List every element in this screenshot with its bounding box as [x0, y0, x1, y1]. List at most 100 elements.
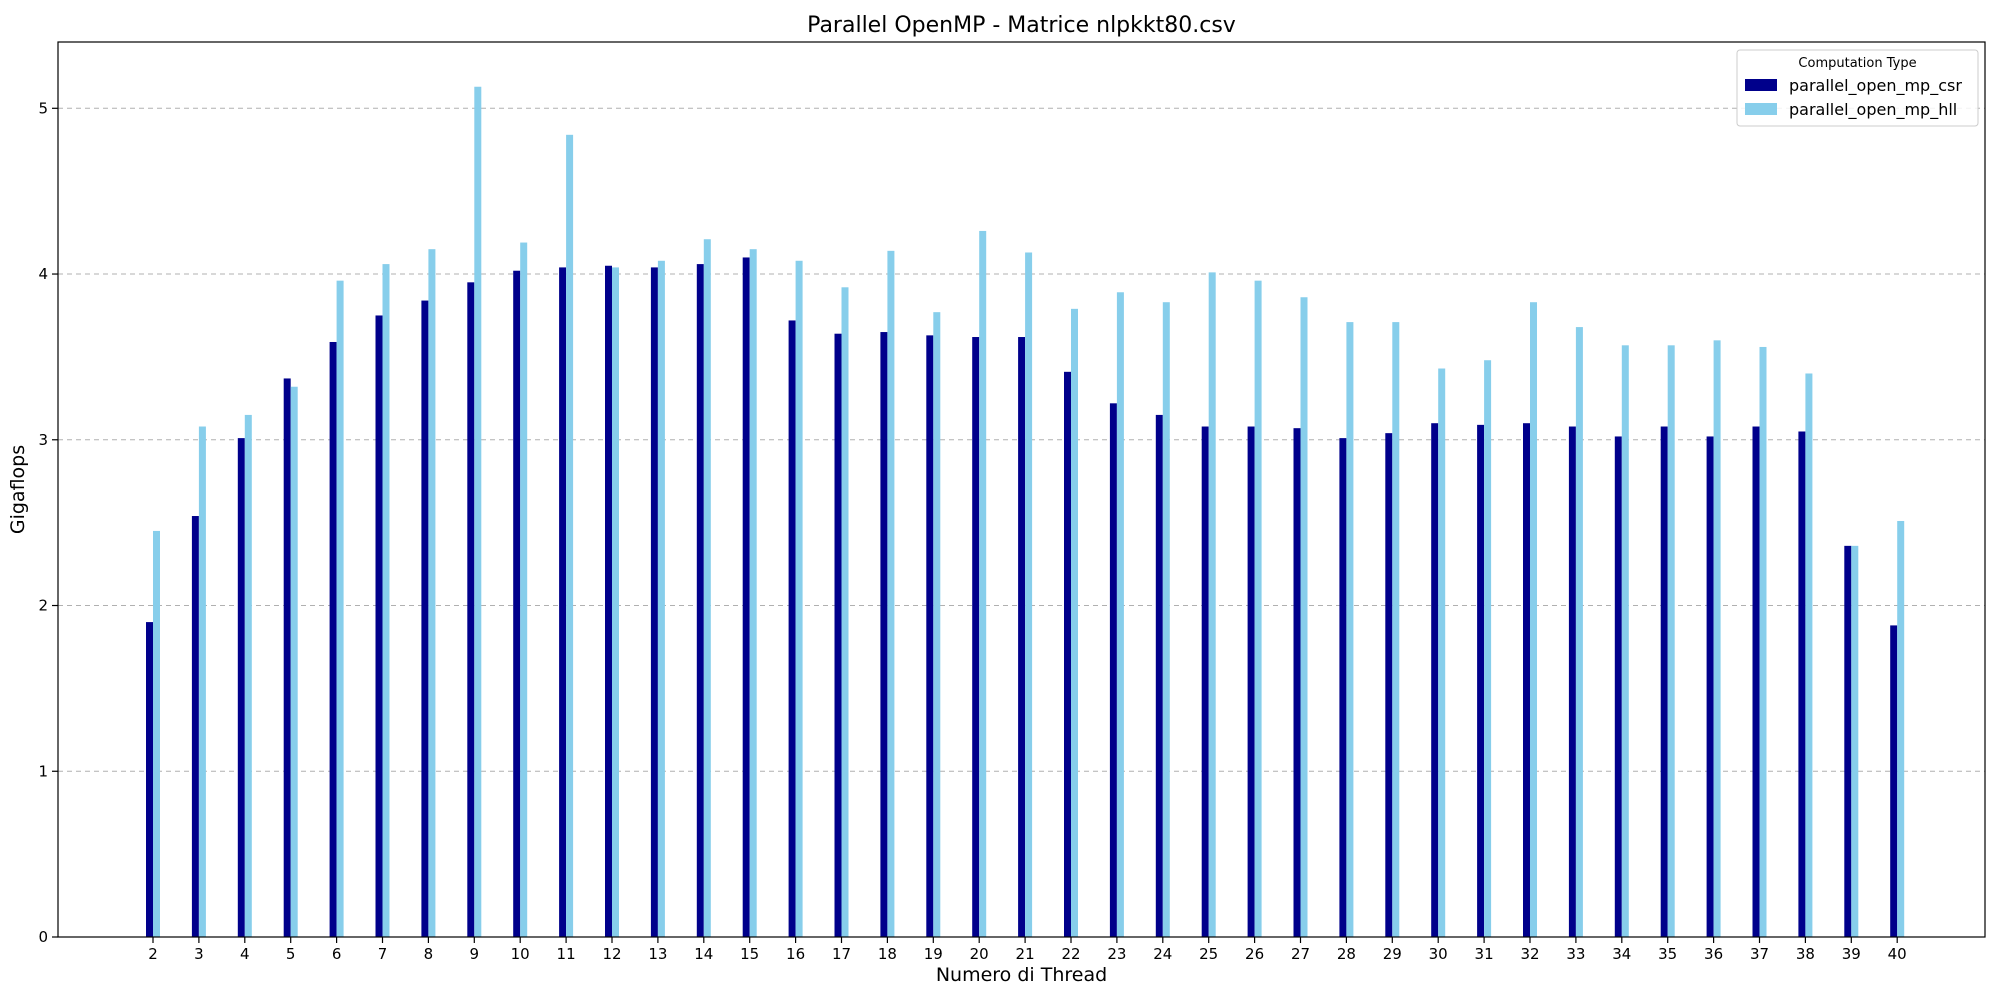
- bar-parallel-open-mp-csr-34: [1614, 436, 1622, 937]
- bar-parallel-open-mp-csr-37: [1752, 426, 1760, 937]
- bar-parallel-open-mp-hll-4: [244, 414, 252, 938]
- bar-parallel-open-mp-csr-38: [1798, 431, 1806, 937]
- x-tick-label: 16: [786, 945, 805, 963]
- bar-parallel-open-mp-hll-23: [1116, 292, 1124, 937]
- x-tick-label: 22: [1061, 945, 1080, 963]
- bar-parallel-open-mp-csr-27: [1293, 428, 1301, 937]
- y-tick-label: 5: [38, 99, 48, 117]
- x-tick-label: 26: [1245, 945, 1264, 963]
- bar-parallel-open-mp-hll-12: [612, 267, 619, 937]
- bar-parallel-open-mp-hll-21: [1025, 252, 1033, 938]
- x-tick-label: 14: [694, 945, 713, 963]
- x-tick-label: 35: [1658, 945, 1677, 963]
- bar-parallel-open-mp-hll-25: [1208, 272, 1216, 937]
- x-tick-label: 9: [470, 945, 480, 963]
- bar-parallel-open-mp-hll-3: [198, 426, 206, 937]
- x-tick-label: 10: [511, 945, 530, 963]
- bar-parallel-open-mp-hll-20: [979, 230, 987, 937]
- x-tick-label: 28: [1337, 945, 1356, 963]
- x-tick-label: 7: [378, 945, 388, 963]
- bar-parallel-open-mp-csr-6: [329, 341, 337, 938]
- x-tick-label: 24: [1153, 945, 1172, 963]
- bar-parallel-open-mp-hll-28: [1346, 322, 1354, 938]
- bar-parallel-open-mp-hll-6: [336, 280, 344, 938]
- bar-parallel-open-mp-csr-16: [788, 320, 796, 937]
- bar-parallel-open-mp-hll-29: [1392, 322, 1400, 938]
- bar-parallel-open-mp-csr-22: [1064, 371, 1071, 937]
- x-tick-label: 21: [1016, 945, 1035, 963]
- x-tick-label: 37: [1750, 945, 1769, 963]
- bar-parallel-open-mp-csr-36: [1706, 436, 1714, 937]
- bar-parallel-open-mp-csr-19: [926, 335, 934, 938]
- x-tick-label: 32: [1520, 945, 1539, 963]
- bar-parallel-open-mp-hll-38: [1805, 373, 1813, 938]
- legend-label: parallel_open_mp_hll: [1789, 100, 1957, 120]
- x-tick-label: 33: [1566, 945, 1585, 963]
- x-tick-label: 34: [1612, 945, 1631, 963]
- bar-parallel-open-mp-csr-21: [1018, 337, 1026, 937]
- x-tick-label: 29: [1383, 945, 1402, 963]
- bar-parallel-open-mp-csr-3: [191, 516, 199, 937]
- bars: [146, 86, 1905, 938]
- bar-parallel-open-mp-csr-25: [1201, 426, 1209, 937]
- x-tick-label: 40: [1888, 945, 1907, 963]
- bar-parallel-open-mp-csr-39: [1844, 545, 1852, 937]
- bar-parallel-open-mp-hll-35: [1667, 345, 1675, 937]
- bar-parallel-open-mp-csr-35: [1660, 426, 1668, 937]
- bar-parallel-open-mp-hll-11: [566, 134, 574, 937]
- bar-parallel-open-mp-hll-33: [1575, 327, 1583, 937]
- x-tick-label: 27: [1291, 945, 1310, 963]
- x-tick-label: 4: [240, 945, 250, 963]
- x-tick-label: 31: [1475, 945, 1494, 963]
- bar-parallel-open-mp-hll-32: [1530, 302, 1537, 937]
- bar-parallel-open-mp-csr-28: [1339, 438, 1347, 937]
- bar-parallel-open-mp-hll-2: [153, 530, 160, 937]
- x-tick-label: 12: [602, 945, 621, 963]
- bar-parallel-open-mp-hll-18: [887, 250, 895, 938]
- bar-parallel-open-mp-hll-10: [520, 242, 528, 938]
- bar-parallel-open-mp-csr-29: [1385, 433, 1393, 937]
- x-tick-label: 18: [878, 945, 897, 963]
- bar-parallel-open-mp-csr-33: [1568, 426, 1576, 937]
- x-tick-label: 38: [1796, 945, 1815, 963]
- bar-parallel-open-mp-hll-31: [1484, 360, 1492, 937]
- bar-parallel-open-mp-csr-4: [237, 438, 245, 937]
- legend-swatch: [1745, 79, 1777, 91]
- legend-title: Computation Type: [1798, 56, 1916, 71]
- bar-parallel-open-mp-csr-30: [1431, 423, 1439, 937]
- y-axis-label: Gigaflops: [7, 445, 29, 534]
- bar-parallel-open-mp-hll-9: [474, 86, 482, 937]
- x-tick-label: 17: [832, 945, 851, 963]
- bar-parallel-open-mp-hll-7: [382, 264, 390, 937]
- x-tick-label: 23: [1107, 945, 1126, 963]
- legend-swatch: [1745, 103, 1777, 115]
- bar-parallel-open-mp-csr-20: [972, 337, 980, 937]
- x-tick-label: 2: [148, 945, 158, 963]
- x-tick-label: 39: [1842, 945, 1861, 963]
- bar-parallel-open-mp-csr-9: [467, 282, 475, 937]
- y-tick-label: 3: [38, 431, 48, 449]
- legend: Computation Type parallel_open_mp_csrpar…: [1736, 49, 1979, 127]
- bar-parallel-open-mp-csr-26: [1247, 426, 1255, 937]
- y-axis-ticks: 0 1 2 3 4 5: [38, 99, 58, 946]
- bar-parallel-open-mp-csr-13: [650, 267, 658, 937]
- bar-parallel-open-mp-hll-30: [1438, 368, 1446, 937]
- x-tick-label: 3: [194, 945, 204, 963]
- bar-parallel-open-mp-hll-5: [290, 386, 298, 938]
- bar-parallel-open-mp-hll-22: [1071, 308, 1078, 937]
- bar-parallel-open-mp-hll-17: [841, 287, 849, 938]
- x-tick-label: 13: [648, 945, 667, 963]
- bar-parallel-open-mp-hll-13: [657, 260, 665, 937]
- bar-parallel-open-mp-csr-40: [1890, 625, 1898, 937]
- bar-parallel-open-mp-hll-8: [428, 249, 436, 938]
- legend-items: parallel_open_mp_csr parallel_open_mp_hll: [1745, 76, 1962, 120]
- bar-parallel-open-mp-csr-10: [513, 270, 521, 937]
- bar-parallel-open-mp-hll-37: [1759, 346, 1767, 937]
- bar-parallel-open-mp-hll-16: [795, 260, 803, 937]
- bar-parallel-open-mp-hll-26: [1254, 280, 1262, 938]
- bar-parallel-open-mp-hll-15: [749, 249, 757, 938]
- bar-parallel-open-mp-csr-2: [146, 622, 153, 937]
- bar-parallel-open-mp-hll-36: [1713, 340, 1721, 937]
- y-tick-label: 2: [38, 597, 48, 615]
